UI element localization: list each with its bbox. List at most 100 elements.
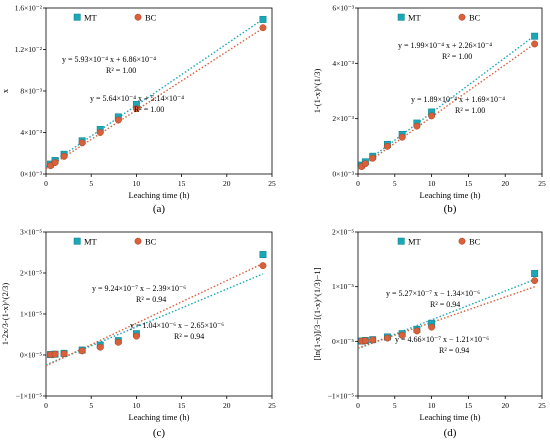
y-tick-label: −1×10⁻⁵ [16, 392, 43, 401]
x-tick-label: 10 [133, 179, 141, 188]
x-tick-label: 25 [538, 401, 546, 410]
legend-label-bc: BC [469, 13, 481, 23]
data-point-bc [78, 347, 86, 355]
plot-frame [45, 231, 273, 397]
fit-r2-mt: R² = 1.00 [106, 66, 136, 75]
data-point-bc [96, 129, 104, 136]
fit-equation-bc: y = 1.04×10⁻⁶ x − 2.65×10⁻⁶ [130, 321, 224, 330]
legend-marker-bc [458, 237, 466, 245]
data-point-bc [51, 350, 59, 358]
fit-equation-mt: y = 5.93×10⁻⁴ x + 6.86×10⁻⁴ [62, 55, 156, 64]
y-tick-label: 3×10⁻⁵ [20, 228, 42, 237]
fit-r2-bc: R² = 0.94 [439, 346, 469, 355]
legend-marker-bc [134, 237, 142, 245]
data-point-bc [369, 154, 377, 162]
x-tick-label: 15 [465, 179, 473, 188]
fit-r2-mt: R² = 0.94 [136, 295, 166, 304]
x-tick-label: 25 [268, 401, 276, 410]
x-tick-label: 25 [268, 179, 276, 188]
x-tick-label: 10 [428, 179, 436, 188]
y-tick-label: 1.2×10⁻² [15, 45, 43, 54]
data-point-bc [428, 112, 436, 120]
data-point-bc [398, 133, 406, 141]
data-point-bc [531, 277, 539, 285]
data-point-mt [259, 15, 267, 23]
data-point-bc [259, 24, 267, 32]
y-tick-label: 2×10⁻⁵ [20, 269, 42, 278]
y-tick-label: 0×10⁻⁵ [332, 337, 354, 346]
legend-marker-mt [397, 237, 405, 245]
data-point-bc [383, 142, 391, 150]
y-tick-label: 1×10⁻⁵ [20, 310, 42, 319]
data-point-bc [361, 337, 369, 345]
data-point-bc [428, 323, 436, 331]
data-point-bc [369, 336, 377, 344]
panel-label: (c) [153, 427, 166, 439]
legend-label-mt: MT [84, 13, 98, 23]
chart-panel-d: 0 5 10 15 20 25 −1×10⁻⁵ 0×10⁻⁵ 1×10⁻⁵ 2×10⁻⁵ Leach… [312, 228, 546, 440]
legend-marker-mt [73, 237, 81, 245]
x-axis-title: Leaching time (h) [420, 190, 481, 200]
x-tick-label: 20 [501, 179, 509, 188]
data-point-bc [398, 331, 406, 339]
data-point-mt [531, 32, 539, 40]
data-point-bc [96, 343, 104, 351]
fit-r2-bc: R² = 1.00 [134, 105, 164, 114]
y-tick-label: 2×10⁻⁵ [332, 228, 354, 237]
fit-equation-bc: y = 5.64×10⁻⁴ x + 5.14×10⁻⁴ [90, 94, 184, 103]
x-axis-title: Leaching time (h) [129, 190, 190, 200]
y-tick-label: 4×10⁻³ [20, 128, 42, 137]
x-tick-label: 20 [223, 179, 231, 188]
x-tick-label: 5 [89, 401, 93, 410]
data-point-bc [114, 338, 122, 346]
data-point-bc [60, 350, 68, 358]
fit-equation-bc: y = 4.66×10⁻⁷ x − 1.21×10⁻⁶ [395, 335, 489, 344]
panel-label: (d) [444, 427, 457, 439]
y-tick-label: 1×10⁻⁵ [332, 282, 354, 291]
y-axis-title: [ln(1-x)]/3−[(1-x)^(1/3)−1] [312, 267, 322, 360]
legend-label-mt: MT [408, 13, 422, 23]
y-tick-label: 0×10⁻³ [332, 170, 354, 179]
panel-label: (b) [444, 203, 457, 215]
data-point-bc [60, 152, 68, 160]
y-axis-title: 1-2x/3-(1-x)^(2/3) [0, 283, 10, 346]
y-tick-label: 6×10⁻³ [332, 4, 354, 13]
x-axis-title: Leaching time (h) [129, 412, 190, 422]
fit-r2-mt: R² = 0.94 [430, 300, 460, 309]
y-tick-label: 0×10⁻⁵ [20, 351, 42, 360]
legend-label-mt: MT [408, 237, 422, 247]
fit-r2-mt: R² = 1.00 [442, 52, 472, 61]
data-point-bc [51, 159, 59, 167]
fit-equation-mt: y = 1.99×10⁻⁴ x + 2.26×10⁻⁴ [398, 41, 492, 50]
plot-frame [357, 231, 543, 397]
y-tick-label: 8×10⁻³ [20, 87, 42, 96]
y-tick-label: 2×10⁻³ [332, 114, 354, 123]
chart-panel-a: 0 5 10 15 20 25 0×10⁻³ 4×10⁻³ 8×10⁻³ 1.2×10⁻² 1.6×… [0, 4, 276, 216]
x-tick-label: 5 [393, 179, 397, 188]
x-tick-label: 0 [44, 179, 48, 188]
data-point-mt [531, 270, 539, 277]
y-axis-title: 1-(1-x)^(1/3) [312, 69, 322, 114]
y-tick-label: 4×10⁻³ [332, 59, 354, 68]
fit-r2-bc: R² = 1.00 [455, 106, 485, 115]
data-point-bc [114, 116, 122, 124]
data-point-bc [413, 327, 421, 335]
legend-label-bc: BC [145, 13, 157, 23]
data-point-bc [531, 40, 539, 48]
x-tick-label: 15 [465, 401, 473, 410]
y-tick-label: −1×10⁻⁵ [328, 392, 355, 401]
fit-line-bc [357, 43, 536, 170]
data-point-bc [132, 105, 140, 113]
legend-marker-mt [73, 13, 81, 21]
panel-label: (a) [153, 203, 166, 215]
fit-r2-bc: R² = 0.94 [174, 332, 204, 341]
data-point-bc [78, 139, 86, 147]
plot-frame [45, 7, 273, 175]
y-tick-label: 0×10⁻³ [20, 170, 42, 179]
data-point-bc [259, 262, 267, 270]
x-tick-label: 0 [356, 179, 360, 188]
x-tick-label: 15 [178, 401, 186, 410]
x-tick-label: 10 [428, 401, 436, 410]
fit-equation-mt: y = 9.24×10⁻⁷ x − 2.39×10⁻⁶ [92, 284, 186, 293]
